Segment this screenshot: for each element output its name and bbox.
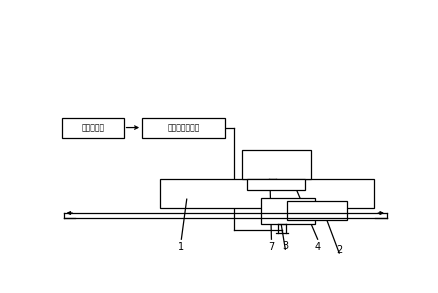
Text: 数据采集分析仪: 数据采集分析仪 xyxy=(167,123,200,132)
Text: 3: 3 xyxy=(282,241,288,251)
Text: 7: 7 xyxy=(268,241,275,251)
Bar xyxy=(242,150,311,179)
Text: 4: 4 xyxy=(314,241,321,251)
Bar xyxy=(287,202,347,220)
Bar xyxy=(142,117,225,138)
Bar xyxy=(160,179,374,208)
Bar xyxy=(261,198,314,224)
Text: 模型处理器: 模型处理器 xyxy=(81,123,104,132)
Text: 1: 1 xyxy=(178,241,184,251)
Bar xyxy=(62,117,124,138)
Text: 2: 2 xyxy=(336,245,343,255)
Bar xyxy=(247,179,305,190)
